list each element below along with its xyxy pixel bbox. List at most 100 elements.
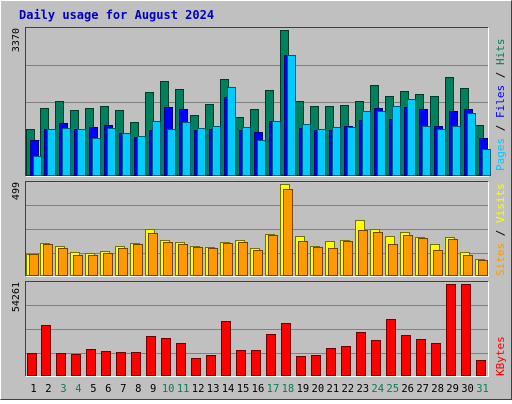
bar-sites [208,248,218,276]
bar-sites [103,253,113,276]
bar-sites [133,244,143,276]
x-tick-label: 3 [60,383,66,395]
bar-sites [223,243,233,276]
x-tick-label: 11 [177,383,190,395]
x-tick-label: 16 [252,383,265,395]
legend-label-/: / [494,65,507,85]
bar-sites [148,233,158,276]
bar-sites [373,232,383,276]
x-tick-label: 15 [237,383,250,395]
bar-sites [463,255,473,276]
bar-kbytes [401,335,411,376]
bar-kbytes [221,321,231,376]
legend-label-/: / [494,223,507,243]
bar-kbytes [341,346,351,376]
bar-kbytes [131,352,141,376]
panel-hits-files-pages: 3370 Pages / Files / Hits [11,27,507,177]
x-tick-label: 13 [207,383,220,395]
bar-kbytes [101,351,111,376]
bar-sites [433,250,443,276]
panel-side-legend: KBytes [494,336,507,376]
panel-ymax-label: 3370 [11,28,22,52]
bar-pages [212,126,221,176]
bar-sites [313,247,323,276]
chart-panels: 3370 Pages / Files / Hits 499 Sites / Visit… [11,27,507,377]
bar-pages [362,111,371,176]
bar-kbytes [236,350,246,376]
legend-label-hits: Hits [494,39,507,66]
bar-sites [283,189,293,276]
x-tick-label: 1 [30,383,36,395]
bar-kbytes [191,358,201,376]
panel-ymax-label: 499 [11,182,22,200]
x-tick-label: 17 [267,383,280,395]
x-tick-label: 5 [90,383,96,395]
bar-pages [77,129,86,176]
bar-sites [118,248,128,276]
x-tick-label: 27 [416,383,429,395]
series-sites [29,189,488,276]
panel-border-dark [25,181,489,277]
panel-border-light [25,181,489,277]
bar-pages [317,129,326,176]
bar-sites [43,244,53,276]
bar-sites [358,230,368,276]
panel-border-dark [25,281,489,377]
x-tick-label: 14 [222,383,235,395]
x-tick-label: 7 [120,383,126,395]
bar-kbytes [206,355,216,376]
legend-label-visits: Visits [494,183,507,223]
bar-sites [268,235,278,276]
bar-pages [122,133,131,176]
bar-sites [29,254,39,276]
bar-pages [392,106,401,176]
bar-pages [137,136,146,176]
bar-sites [403,235,413,276]
x-tick-label: 26 [401,383,414,395]
bar-kbytes [86,349,96,376]
x-tick-label: 30 [461,383,474,395]
panel-kbytes: 54261 KBytes [11,281,507,377]
bar-pages [227,87,236,176]
series-pages [33,55,491,176]
bar-kbytes [416,339,426,376]
bar-sites [253,250,263,276]
bar-pages [242,127,251,176]
bar-pages [332,127,341,176]
panel-side-legend: Sites / Visits [494,183,507,276]
bar-pages [182,122,191,176]
bar-pages [467,113,476,176]
bar-pages [452,126,461,176]
bar-pages [272,121,281,176]
bar-pages [437,129,446,176]
bar-kbytes [161,338,171,376]
x-tick-label: 6 [105,383,111,395]
bar-pages [47,129,56,176]
bar-kbytes [461,284,471,376]
bar-kbytes [476,360,486,376]
x-tick-label: 4 [75,383,81,395]
bar-sites [178,244,188,276]
bar-sites [88,255,98,276]
x-tick-label: 31 [476,383,489,395]
bar-pages [302,124,311,176]
series-kbytes [27,284,486,376]
panel-side-legend: Pages / Files / Hits [494,39,507,172]
legend-label-sites: Sites [494,243,507,276]
bar-sites [388,244,398,276]
x-axis: 1 2 3 4 5 6 7 8 9 10 11 12 13 14 15 16 17 18 19 20 21 22 23 24 2… [30,383,489,395]
x-tick-label: 23 [356,383,369,395]
x-tick-label: 25 [386,383,399,395]
legend-label-files: Files [494,85,507,118]
bar-pages [422,126,431,176]
x-tick-label: 10 [162,383,175,395]
bar-pages [287,55,296,176]
x-tick-label: 21 [327,383,340,395]
bar-pages [377,111,386,176]
x-tick-label: 22 [341,383,354,395]
x-tick-label: 9 [150,383,156,395]
legend-label-/: / [494,118,507,138]
